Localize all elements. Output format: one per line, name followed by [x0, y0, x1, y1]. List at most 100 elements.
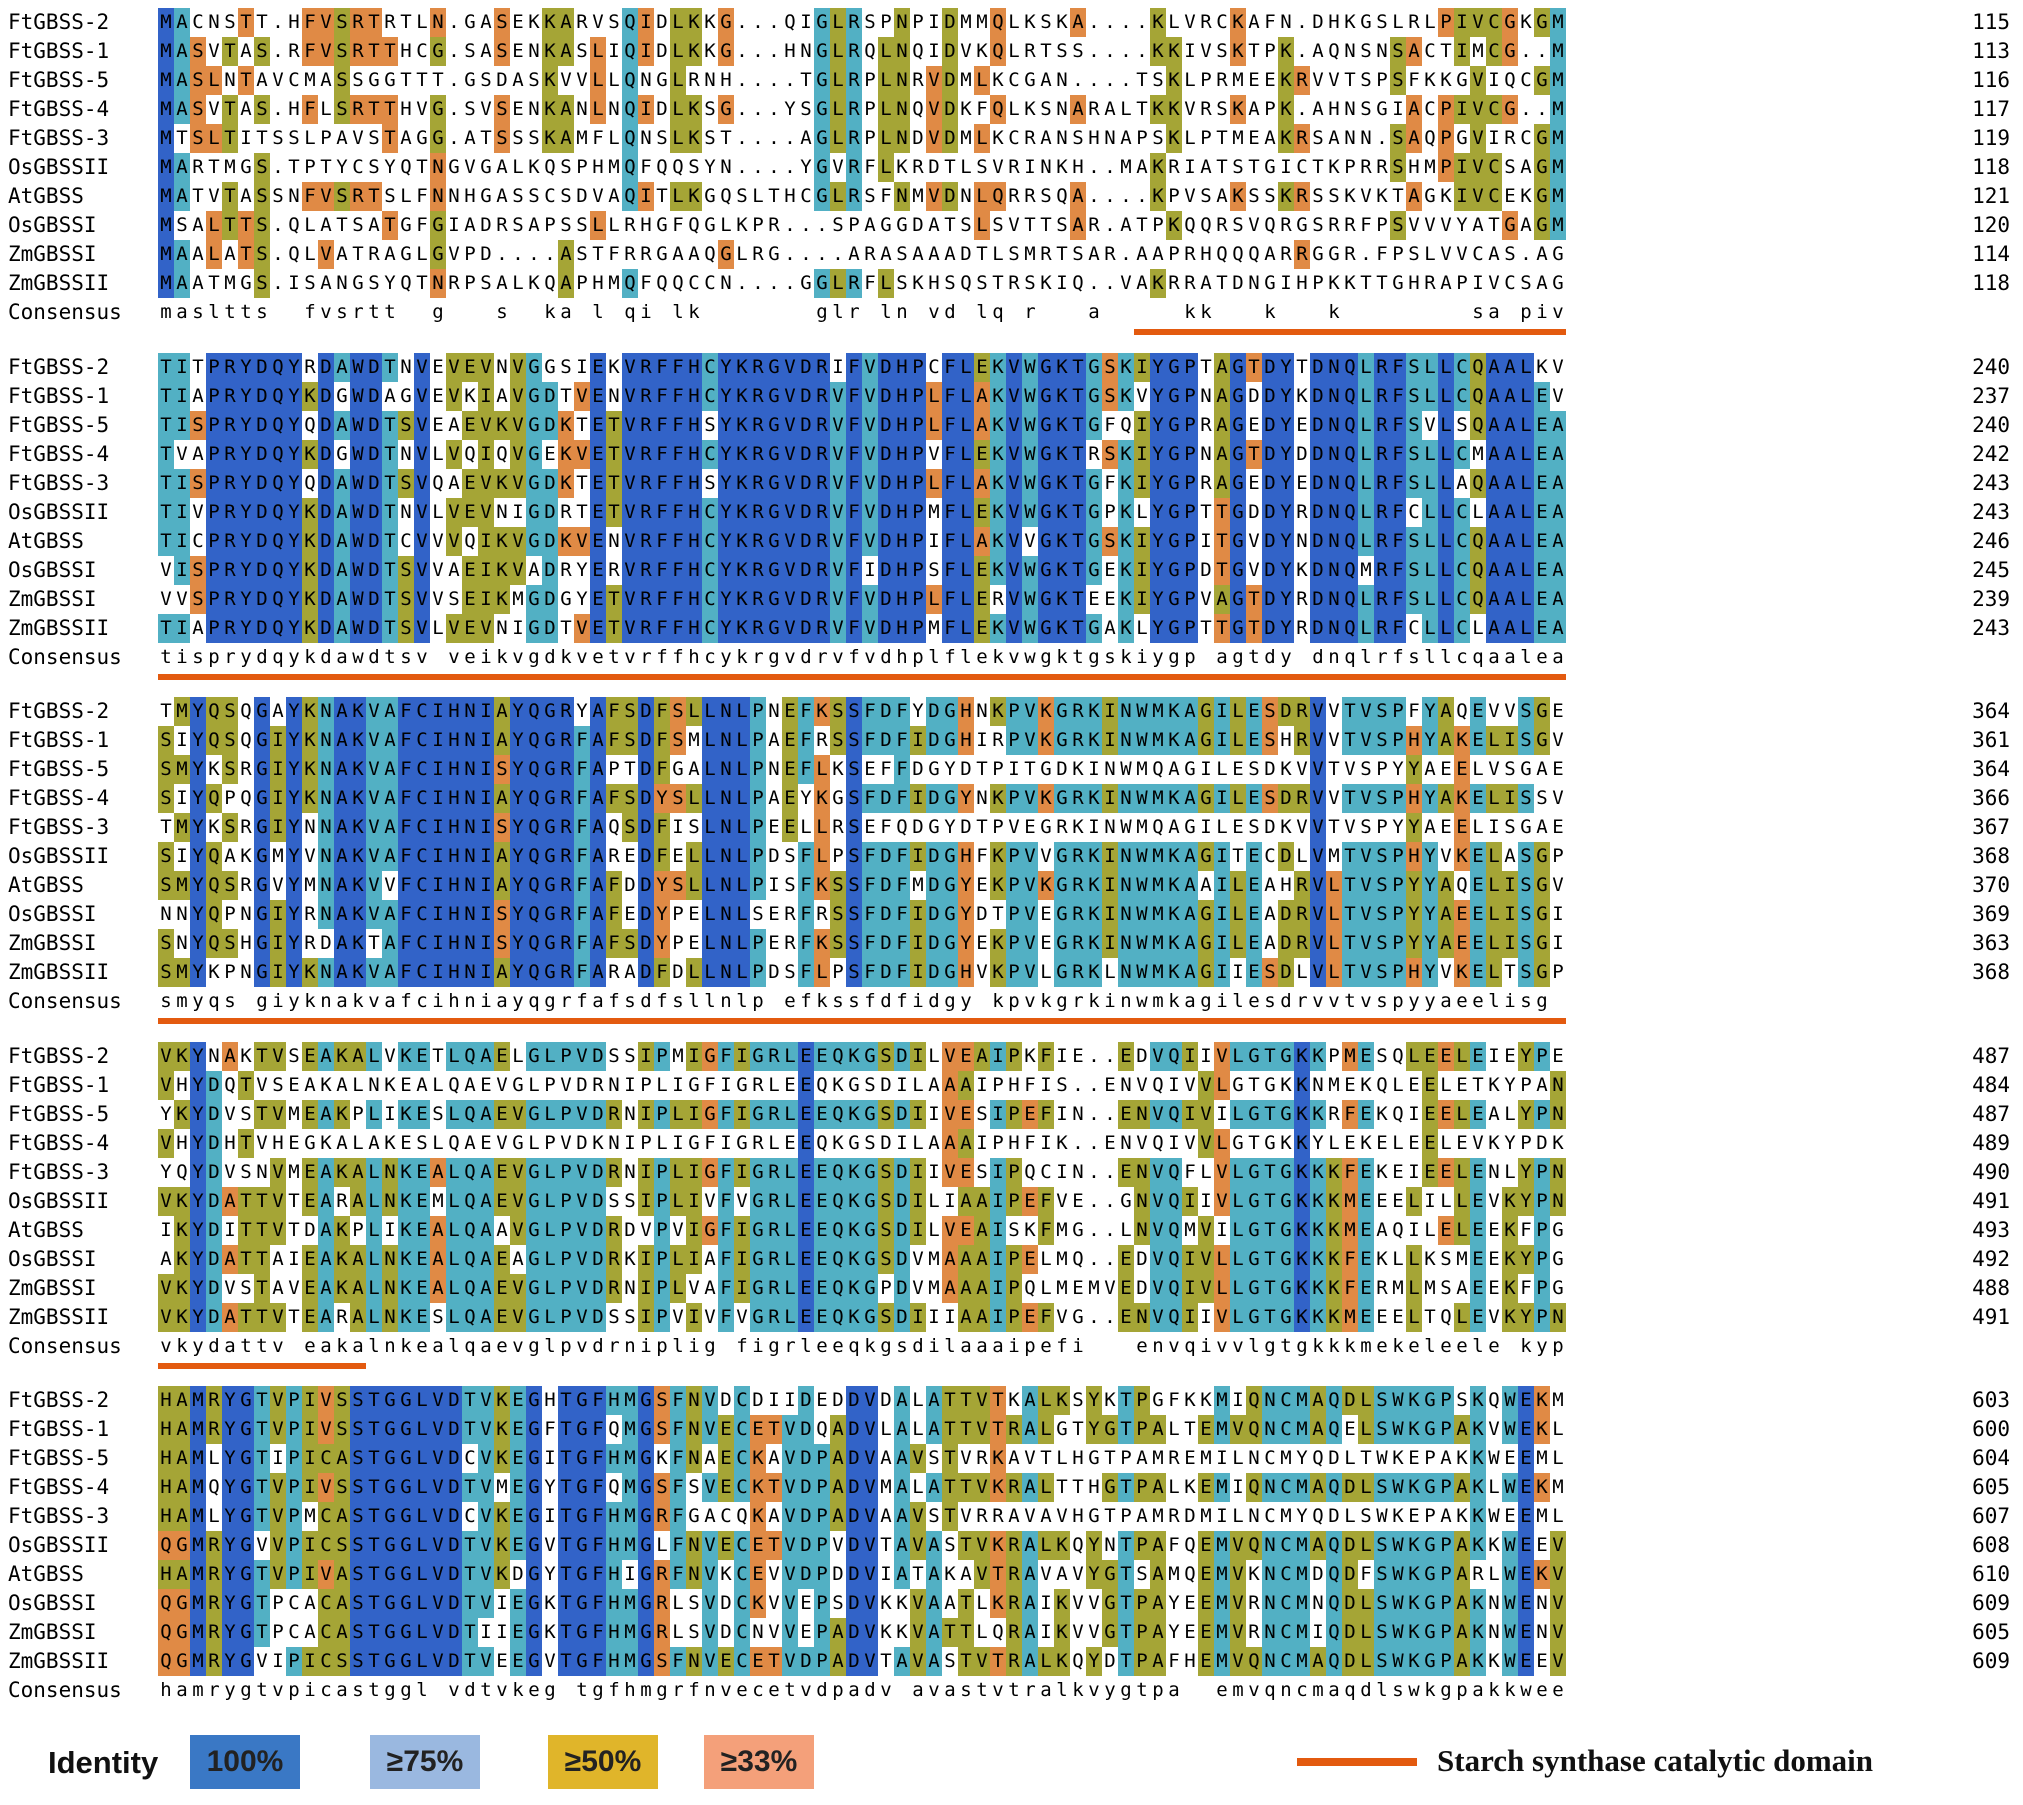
consensus-label: Consensus — [8, 300, 122, 324]
domain-legend-label: Starch synthase catalytic domain — [1437, 1743, 1874, 1778]
residue-end-number: 604 — [1972, 1446, 2010, 1470]
residue-end-number: 366 — [1972, 786, 2010, 810]
sequence-row: ZmGBSSII Q G M R Y G V I P I C S S T G G L V D T V E E G V T G F H M G S… — [0, 1647, 2023, 1676]
identity-legend: Identity 100% ≥75% ≥50% ≥33% Starch synt… — [0, 1735, 2023, 1795]
sequence-row: ZmGBSSII M A A T M G S. I S A N G S Y Q T N R P S A L K Q A P H M Q F Q… — [0, 269, 2023, 298]
sequence-name: OsGBSSI — [8, 558, 97, 582]
sequence-row: FtGBSS-3 T I S P R Y D Q Y Q D A W D T S V Q A E V K V G D K T E T V R F… — [0, 469, 2023, 498]
sequence-name: AtGBSS — [8, 529, 84, 553]
sequence-row: FtGBSS-2 V K Y N A K T V S E A K A L V K E T L Q A E L G L P V D S S I P… — [0, 1042, 2023, 1071]
consensus-label: Consensus — [8, 645, 122, 669]
residue-end-number: 603 — [1972, 1388, 2010, 1412]
residue-end-number: 237 — [1972, 384, 2010, 408]
residue-end-number: 609 — [1972, 1649, 2010, 1673]
residue-end-number: 243 — [1972, 616, 2010, 640]
sequence-name: FtGBSS-4 — [8, 97, 110, 121]
residue-end-number: 363 — [1972, 931, 2010, 955]
alignment-block: FtGBSS-2 T M Y Q S Q G A Y K N A K V A F C I H N I A Y Q G R Y A F S D F… — [0, 697, 2023, 1032]
residue-end-number: 369 — [1972, 902, 2010, 926]
residue-end-number: 119 — [1972, 126, 2010, 150]
sequence-row: AtGBSS S M Y Q S R G V Y M N A K V V F C I H N I A Y Q G R F A F D D Y S L… — [0, 871, 2023, 900]
sequence-row: FtGBSS-3 H A M L Y G T V P M C A S T G G L V D C V K E G I T G F H M G R… — [0, 1502, 2023, 1531]
residue-end-number: 115 — [1972, 10, 2010, 34]
sequence-row: OsGBSSII V K Y D A T T V T E A R A L N K E M L Q A E V G L P V D S S I P… — [0, 1187, 2023, 1216]
sequence-name: FtGBSS-5 — [8, 68, 110, 92]
sequence-row: FtGBSS-5 Y K Y D V S T V M E A K P L I K E S L Q A E V G L P V D R N I P… — [0, 1100, 2023, 1129]
sequence-name: ZmGBSSII — [8, 271, 110, 295]
sequence-row: FtGBSS-3 M T S L T I T S S L P A V S T A G G. A T S S S K A M F L Q N S… — [0, 124, 2023, 153]
sequence-name: FtGBSS-3 — [8, 471, 110, 495]
alignment-block: FtGBSS-2 V K Y N A K T V S E A K A L V K E T L Q A E L G L P V D S S I P… — [0, 1042, 2023, 1377]
residue-end-number: 605 — [1972, 1475, 2010, 1499]
residue-end-number: 607 — [1972, 1504, 2010, 1528]
residue-end-number: 370 — [1972, 873, 2010, 897]
sequence-row: AtGBSS H A M R Y G T V P I V A S T G G L V D T V K D G Y T G F H I G R F N… — [0, 1560, 2023, 1589]
sequence-name: AtGBSS — [8, 873, 84, 897]
sequence-name: ZmGBSSI — [8, 242, 97, 266]
sequence-row: FtGBSS-2 T I T P R Y D Q Y R D A W D T N V E V E V N V G G S I E K V R F… — [0, 353, 2023, 382]
residue-end-number: 368 — [1972, 844, 2010, 868]
residue-end-number: 116 — [1972, 68, 2010, 92]
sequence-row: FtGBSS-2 M A C N S T T. H F V S R T R T L N. G A S E K K A R V S Q I D… — [0, 8, 2023, 37]
residue-end-number: 245 — [1972, 558, 2010, 582]
domain-legend-line — [1297, 1758, 1417, 1766]
residue-end-number: 364 — [1972, 699, 2010, 723]
sequence-name: ZmGBSSII — [8, 1649, 110, 1673]
legend-title: Identity — [48, 1745, 159, 1780]
residue-end-number: 243 — [1972, 471, 2010, 495]
legend-item-50: ≥50% — [548, 1735, 658, 1789]
sequence-row: FtGBSS-1 H A M R Y G T V P I V S S T G G L V D T V K E G F T G F Q M G S… — [0, 1415, 2023, 1444]
sequence-name: FtGBSS-4 — [8, 1475, 110, 1499]
residue-end-number: 487 — [1972, 1044, 2010, 1068]
sequence-row: OsGBSSI Q G M R Y G T P C A C A S T G G L V D T V I E G K T G F H M G R L… — [0, 1589, 2023, 1618]
sequence-row: ZmGBSSI V V S P R Y D Q Y K D A W D T S V V S E I K M G D G Y E T V R F F… — [0, 585, 2023, 614]
sequence-name: FtGBSS-2 — [8, 355, 110, 379]
residue-end-number: 493 — [1972, 1218, 2010, 1242]
sequence-row: ZmGBSSI Q G M R Y G T P C A C A S T G G L V D T I I E G K T G F H M G R L… — [0, 1618, 2023, 1647]
residue-end-number: 239 — [1972, 587, 2010, 611]
sequence-row: FtGBSS-4 T V A P R Y D Q Y K D G W D T N V L V Q I Q V G E K V E T V R F… — [0, 440, 2023, 469]
residue-end-number: 609 — [1972, 1591, 2010, 1615]
alignment-block: FtGBSS-2 M A C N S T T. H F V S R T R T L N. G A S E K K A R V S Q I D… — [0, 8, 2023, 343]
residue-end-number: 361 — [1972, 728, 2010, 752]
residue-end-number: 492 — [1972, 1247, 2010, 1271]
sequence-name: AtGBSS — [8, 1218, 84, 1242]
residue-end-number: 118 — [1972, 155, 2010, 179]
sequence-row: OsGBSSII M A R T M G S. T P T Y C S Y Q T N G V G A L K Q S P H M Q F Q… — [0, 153, 2023, 182]
sequence-row: FtGBSS-1 V H Y D Q T V S E A K A L N K E A L Q A E V G L P V D R N I P L… — [0, 1071, 2023, 1100]
residue-end-number: 364 — [1972, 757, 2010, 781]
residue-end-number: 243 — [1972, 500, 2010, 524]
sequence-row: ZmGBSSI V K Y D V S T A V E A K A L N K E A L Q A E V G L P V D R N I P L… — [0, 1274, 2023, 1303]
sequence-name: OsGBSSI — [8, 213, 97, 237]
residue-end-number: 117 — [1972, 97, 2010, 121]
sequence-row: FtGBSS-5 T I S P R Y D Q Y Q D A W D T S V E A E V K V G D K T E T V R F… — [0, 411, 2023, 440]
sequence-name: FtGBSS-3 — [8, 1504, 110, 1528]
sequence-name: FtGBSS-2 — [8, 1388, 110, 1412]
sequence-row: AtGBSS I K Y D I T T V T D A K P L I K E A L Q A A V G L P V D R D V P V I… — [0, 1216, 2023, 1245]
residue-end-number: 240 — [1972, 355, 2010, 379]
residue-end-number: 246 — [1972, 529, 2010, 553]
residue-end-number: 489 — [1972, 1131, 2010, 1155]
residue-end-number: 118 — [1972, 271, 2010, 295]
sequence-name: FtGBSS-2 — [8, 10, 110, 34]
residue-end-number: 120 — [1972, 213, 2010, 237]
